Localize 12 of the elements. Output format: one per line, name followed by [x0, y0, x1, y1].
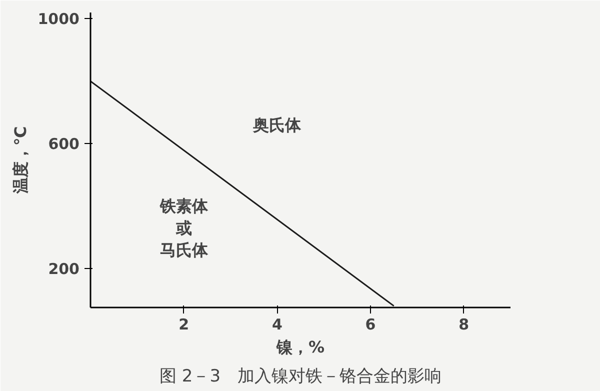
- y-tick-label: 200: [48, 260, 80, 278]
- x-tick-label: 2: [178, 316, 190, 334]
- x-axis-title: 镍，%: [275, 338, 325, 356]
- x-tick-label: 6: [365, 316, 376, 334]
- annotation: 铁素体或马氏体: [158, 196, 209, 260]
- annotation: 奥氏体: [252, 115, 302, 134]
- y-tick-label: 1000: [38, 10, 80, 28]
- x-tick-label: 4: [272, 316, 282, 334]
- text: 图 2－3 加入镍对铁－铬合金的影响: [159, 366, 442, 386]
- y-tick-label: 600: [48, 135, 80, 154]
- x-tick-label: 8: [458, 316, 470, 334]
- y-axis-title: 温度，℃: [10, 126, 30, 195]
